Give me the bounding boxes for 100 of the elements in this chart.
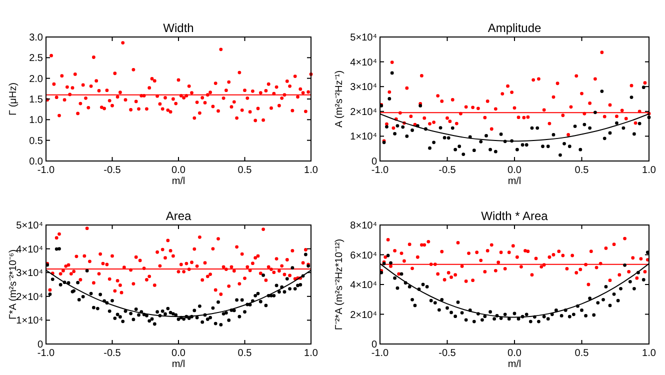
- point: [458, 144, 462, 148]
- point: [401, 125, 405, 129]
- point: [442, 136, 446, 140]
- y-tick-label: 0: [371, 156, 378, 168]
- x-tick-label: -1.0: [371, 165, 390, 176]
- point: [558, 153, 562, 157]
- y-tick-label: 5×10⁴: [16, 220, 43, 232]
- y-tick-label: 3.0: [29, 32, 44, 44]
- point: [499, 132, 503, 136]
- point: [450, 126, 454, 130]
- point: [446, 136, 450, 140]
- point: [536, 126, 540, 130]
- point: [385, 125, 388, 128]
- x-tick-label: 0.0: [172, 165, 186, 176]
- point: [578, 148, 582, 152]
- x-tick-label: 0.5: [238, 165, 252, 176]
- point: [582, 122, 586, 126]
- point: [632, 132, 636, 136]
- y-tick-label: 4×10⁴: [350, 57, 377, 68]
- y-tick-label: 0: [37, 340, 44, 350]
- point: [524, 143, 528, 147]
- point: [396, 124, 400, 128]
- y-tick-label: 3×10⁴: [350, 82, 377, 94]
- point: [494, 150, 498, 154]
- point: [530, 126, 534, 130]
- point: [488, 148, 492, 152]
- point: [642, 86, 646, 90]
- point: [608, 131, 612, 135]
- x-axis-title: m/l: [172, 176, 186, 187]
- y-tick-label: 0: [371, 340, 378, 350]
- point: [462, 152, 466, 156]
- chart-title: Amplitude: [488, 21, 542, 35]
- point: [562, 142, 566, 146]
- point: [410, 128, 414, 132]
- y-tick-label: 1×10⁴: [350, 132, 377, 143]
- y-tick-label: 1.5: [29, 94, 44, 106]
- point: [622, 126, 626, 130]
- point: [552, 133, 556, 136]
- y-tick-label: 2×10⁴: [350, 310, 377, 321]
- point: [602, 136, 606, 140]
- x-tick-label: 0.0: [508, 348, 522, 359]
- x-tick-label: 0.0: [508, 165, 522, 176]
- y-tick-label: 3×10⁴: [16, 268, 43, 280]
- x-tick-label: -0.5: [438, 165, 456, 176]
- y-tick-label: 1×10⁴: [16, 316, 43, 327]
- x-tick-label: -1.0: [371, 348, 390, 359]
- x-tick-label: 1.0: [304, 165, 318, 176]
- y-tick-label: 5×10⁴: [350, 32, 377, 44]
- y-tick-label: 0.5: [29, 136, 44, 147]
- y-tick-label: 2.0: [29, 74, 44, 85]
- x-axis-title: m/l: [508, 359, 522, 370]
- y-tick-label: 0.0: [29, 156, 44, 168]
- point: [594, 110, 597, 114]
- y-tick-label: 2.5: [29, 53, 44, 64]
- point: [428, 146, 432, 150]
- point: [405, 134, 409, 138]
- point: [600, 90, 604, 94]
- y-tick-label: 4×10⁴: [16, 244, 43, 256]
- point: [388, 97, 392, 100]
- x-tick-label: 1.0: [642, 165, 656, 176]
- y-tick-label: 2×10⁴: [16, 292, 43, 303]
- point: [520, 143, 524, 147]
- x-axis-title: m/l: [172, 359, 186, 370]
- point: [479, 140, 483, 144]
- x-tick-label: -0.5: [438, 348, 456, 359]
- chart-title: Width: [163, 21, 194, 35]
- point: [630, 96, 634, 99]
- x-tick-label: -1.0: [37, 348, 56, 359]
- chart-title: Width * Area: [481, 209, 548, 223]
- y-tick-label: 8×10⁴: [350, 220, 377, 232]
- point: [588, 126, 592, 130]
- x-tick-label: 0.0: [172, 348, 186, 359]
- x-tick-label: -0.5: [104, 165, 122, 176]
- y-axis-title: A (m²s⁻²Hz⁻¹): [334, 70, 345, 128]
- point: [638, 122, 642, 126]
- point: [541, 144, 544, 148]
- y-tick-label: 2×10⁴: [350, 106, 377, 118]
- point: [432, 140, 436, 144]
- point: [546, 144, 550, 148]
- point: [573, 124, 577, 128]
- point: [484, 134, 488, 138]
- point: [390, 71, 394, 75]
- point: [472, 148, 476, 152]
- y-tick-label: 4×10⁴: [350, 280, 377, 291]
- point: [515, 148, 519, 152]
- x-axis-title: m/l: [508, 176, 522, 187]
- y-tick-label: 6×10⁴: [350, 250, 377, 262]
- x-tick-label: 1.0: [304, 348, 318, 359]
- y-tick-label: 1.0: [29, 115, 44, 126]
- x-tick-label: 0.5: [238, 348, 252, 359]
- y-axis-title: Γ⁻²*A (m²s⁻²Hz*10⁻¹²): [334, 238, 345, 330]
- x-tick-label: -0.5: [104, 348, 122, 359]
- x-tick-label: 0.5: [574, 165, 590, 176]
- point: [438, 126, 442, 130]
- x-tick-label: 1.0: [642, 348, 656, 359]
- point: [454, 148, 458, 152]
- x-tick-label: 0.5: [574, 348, 590, 359]
- point: [615, 121, 618, 125]
- y-axis-title: Γ (μHz): [8, 82, 19, 116]
- point: [568, 144, 572, 148]
